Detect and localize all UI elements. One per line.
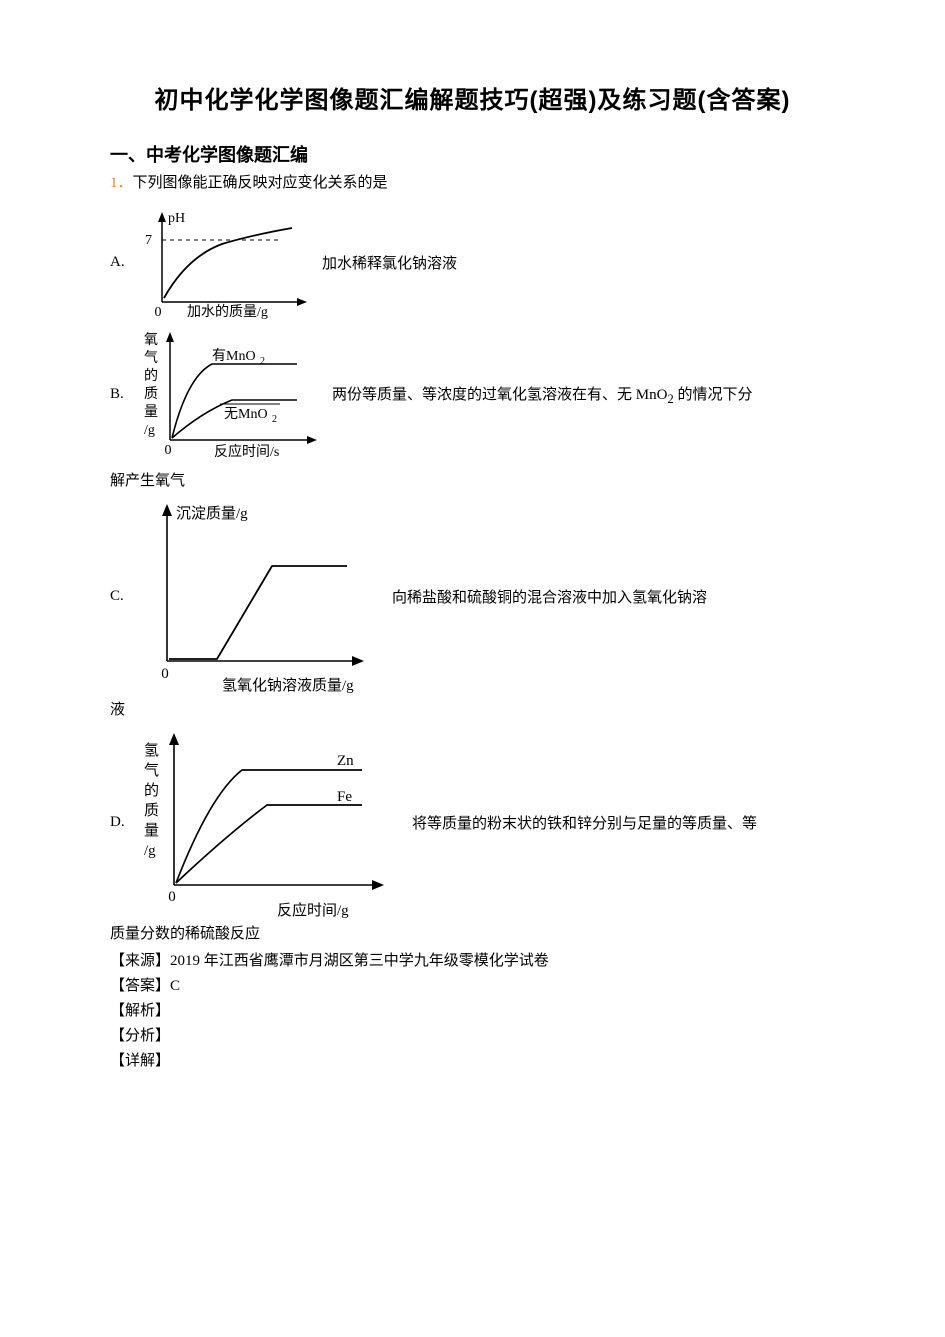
svg-text:2: 2 — [260, 356, 265, 367]
svg-text:2: 2 — [272, 414, 277, 425]
svg-text:沉淀质量/g: 沉淀质量/g — [176, 505, 248, 522]
option-b-label: B. — [110, 386, 132, 403]
svg-text:/g: /g — [144, 843, 156, 859]
breakdown-line: 【分析】 — [110, 1024, 835, 1045]
svg-text:气: 气 — [144, 762, 159, 779]
option-d-text: 将等质量的粉末状的铁和锌分别与足量的等质量、等 — [412, 812, 757, 833]
answer-label: 【答案】 — [110, 978, 170, 994]
section-heading: 一、中考化学图像题汇编 — [110, 141, 835, 167]
source-text: 2019 年江西省鹰潭市月湖区第三中学九年级零模化学试卷 — [170, 953, 549, 969]
page: 初中化学化学图像题汇编解题技巧(超强)及练习题(含答案) 一、中考化学图像题汇编… — [0, 0, 945, 1114]
question-stem-text: 下列图像能正确反映对应变化关系的是 — [133, 175, 388, 191]
option-a-chart: 7 pH 0 加水的质量/g — [132, 202, 322, 322]
option-c-text: 向稀盐酸和硫酸铜的混合溶液中加入氢氧化钠溶 — [392, 586, 707, 607]
svg-text:反应时间/s: 反应时间/s — [214, 443, 279, 460]
svg-text:量: 量 — [144, 404, 158, 420]
svg-text:Fe: Fe — [337, 789, 352, 805]
svg-text:氢氧化钠溶液质量/g: 氢氧化钠溶液质量/g — [222, 677, 354, 694]
svg-text:7: 7 — [145, 233, 152, 248]
svg-text:质: 质 — [144, 386, 158, 402]
svg-text:有MnO: 有MnO — [212, 348, 256, 364]
svg-text:的: 的 — [144, 782, 159, 799]
question-number: 1． — [110, 175, 133, 191]
option-c-label: C. — [110, 588, 132, 605]
source-line: 【来源】2019 年江西省鹰潭市月湖区第三中学九年级零模化学试卷 — [110, 949, 835, 970]
detail-line: 【详解】 — [110, 1049, 835, 1070]
source-label: 【来源】 — [110, 953, 170, 969]
svg-text:Zn: Zn — [337, 753, 354, 769]
option-c-row: C. 沉淀质量/g 0 氢氧化钠溶液质量/g 向稀盐酸和硫酸铜的混合溶液中加入氢… — [110, 496, 835, 696]
option-b-text-after: 的情况下分 — [674, 387, 753, 403]
svg-text:氢: 氢 — [144, 742, 159, 759]
svg-text:0: 0 — [161, 666, 169, 682]
svg-text:量: 量 — [144, 823, 159, 839]
svg-text:无MnO: 无MnO — [224, 407, 268, 422]
svg-text:氧: 氧 — [144, 332, 158, 348]
option-a-label: A. — [110, 254, 132, 271]
svg-text:气: 气 — [144, 350, 158, 366]
svg-text:反应时间/g: 反应时间/g — [277, 901, 349, 919]
option-b-chart: 氧 气 的 质 量 /g 有MnO2 无MnO2 0 反应 — [132, 322, 332, 467]
option-d-chart: 氢 气 的 质 量 /g Zn Fe 0 反应时间/g — [132, 725, 412, 920]
answer-value: C — [170, 978, 180, 994]
svg-text:0: 0 — [155, 305, 162, 320]
option-d-continuation: 质量分数的稀硫酸反应 — [110, 922, 835, 943]
option-d-label: D. — [110, 814, 132, 831]
svg-text:pH: pH — [168, 211, 185, 226]
analysis-line: 【解析】 — [110, 999, 835, 1020]
option-a-text: 加水稀释氯化钠溶液 — [322, 252, 457, 273]
svg-text:0: 0 — [165, 443, 172, 458]
svg-text:加水的质量/g: 加水的质量/g — [187, 304, 268, 320]
svg-text:质: 质 — [144, 802, 159, 819]
answer-line: 【答案】C — [110, 974, 835, 995]
question-stem: 1．下列图像能正确反映对应变化关系的是 — [110, 171, 835, 192]
svg-text:0: 0 — [168, 889, 176, 905]
option-c-continuation: 液 — [110, 698, 835, 719]
option-b-row: B. 氧 气 的 质 量 /g 有MnO 2 无MnO 2 — [110, 322, 835, 467]
page-title: 初中化学化学图像题汇编解题技巧(超强)及练习题(含答案) — [110, 80, 835, 115]
svg-text:/g: /g — [144, 423, 155, 438]
svg-text:的: 的 — [144, 368, 158, 384]
option-b-continuation: 解产生氧气 — [110, 469, 835, 490]
option-a-row: A. 7 pH 0 加水的质量/g 加水稀释氯化钠溶液 — [110, 202, 835, 322]
option-c-chart: 沉淀质量/g 0 氢氧化钠溶液质量/g — [132, 496, 392, 696]
option-b-text-before: 两份等质量、等浓度的过氧化氢溶液在有、无 MnO — [332, 387, 667, 403]
option-b-text: 两份等质量、等浓度的过氧化氢溶液在有、无 MnO2 的情况下分 — [332, 383, 752, 407]
option-d-row: D. 氢 气 的 质 量 /g Zn Fe — [110, 725, 835, 920]
